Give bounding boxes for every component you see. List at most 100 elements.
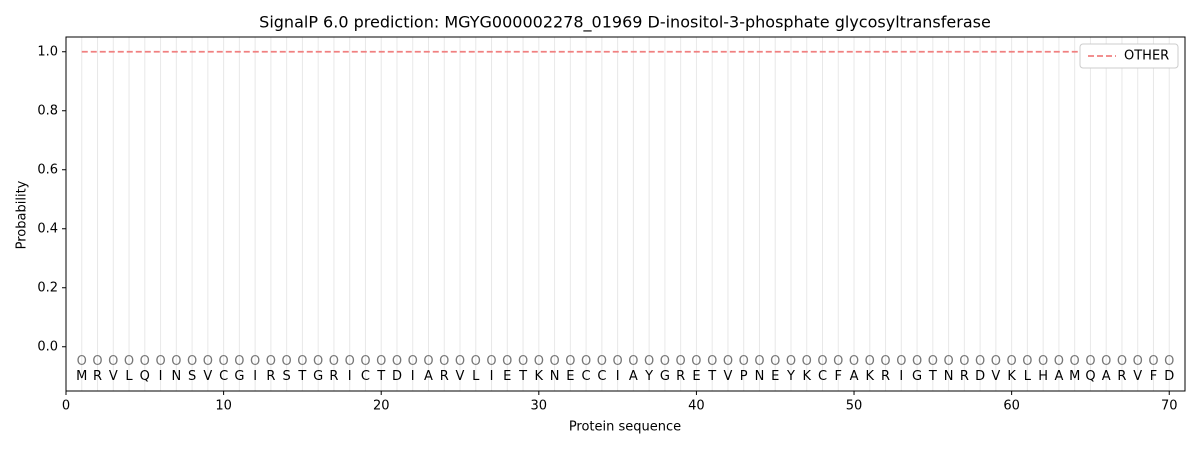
predicted-label: O (770, 354, 780, 369)
residue-label: K (866, 369, 875, 384)
predicted-label: O (928, 354, 938, 369)
predicted-label: O (1038, 354, 1048, 369)
predicted-label: O (802, 354, 812, 369)
residue-label: V (991, 369, 1000, 384)
predicted-label: O (502, 354, 512, 369)
predicted-label: O (250, 354, 260, 369)
predicted-label: O (282, 354, 292, 369)
residue-label: E (503, 369, 511, 384)
predicted-label: O (549, 354, 559, 369)
residue-label: M (1069, 369, 1080, 384)
residue-label: G (313, 369, 323, 384)
y-tick-label: 1.0 (37, 44, 58, 59)
residue-label: G (234, 369, 244, 384)
predicted-label: O (1022, 354, 1032, 369)
plot-frame (65, 36, 1186, 392)
predicted-label: O (77, 354, 87, 369)
x-tick-label: 0 (62, 399, 70, 414)
residue-label: T (928, 369, 937, 384)
predicted-label: O (644, 354, 654, 369)
predicted-label: O (943, 354, 953, 369)
predicted-label: O (392, 354, 402, 369)
predicted-label: O (171, 354, 181, 369)
predicted-label: O (723, 354, 733, 369)
predicted-label: O (849, 354, 859, 369)
predicted-label: O (108, 354, 118, 369)
predicted-label: O (534, 354, 544, 369)
predicted-label: O (471, 354, 481, 369)
residue-label: C (219, 369, 228, 384)
predicted-label: O (1148, 354, 1158, 369)
predicted-label: O (218, 354, 228, 369)
residue-label: R (1117, 369, 1126, 384)
residue-label: I (490, 369, 494, 384)
residue-label: A (424, 369, 433, 384)
predicted-label: O (313, 354, 323, 369)
predicted-label: O (786, 354, 796, 369)
residue-label: A (1102, 369, 1111, 384)
predicted-label: O (613, 354, 623, 369)
predicted-label: O (1164, 354, 1174, 369)
residue-label: S (283, 369, 291, 384)
y-tick-label: 0.0 (37, 339, 58, 354)
residue-label: N (944, 369, 954, 384)
residue-label: N (171, 369, 181, 384)
residue-label: T (297, 369, 306, 384)
x-tick-label: 30 (531, 399, 548, 414)
x-tick-label: 50 (846, 399, 863, 414)
residue-label: E (692, 369, 700, 384)
residue-label: F (835, 369, 842, 384)
residue-label: V (456, 369, 465, 384)
predicted-label: O (1007, 354, 1017, 369)
residue-label: I (411, 369, 415, 384)
predicted-label: O (660, 354, 670, 369)
residue-label: I (253, 369, 257, 384)
residue-label: V (203, 369, 212, 384)
y-tick-label: 0.6 (37, 162, 58, 177)
residue-label: L (125, 369, 133, 384)
residue-label: Y (644, 369, 653, 384)
residue-label: T (518, 369, 527, 384)
residue-label: R (440, 369, 449, 384)
residue-label: V (109, 369, 118, 384)
residue-label: I (159, 369, 163, 384)
predicted-label: O (1085, 354, 1095, 369)
y-tick-label: 0.2 (37, 280, 58, 295)
residue-label: R (960, 369, 969, 384)
residue-label: A (850, 369, 859, 384)
x-tick-label: 10 (215, 399, 232, 414)
predicted-label: O (691, 354, 701, 369)
x-axis-label: Protein sequence (569, 420, 681, 435)
predicted-label: O (266, 354, 276, 369)
predicted-label: O (676, 354, 686, 369)
predicted-label: O (297, 354, 307, 369)
residue-label: C (597, 369, 606, 384)
residue-label: V (1133, 369, 1142, 384)
predicted-label: O (486, 354, 496, 369)
residue-label: V (723, 369, 732, 384)
residue-label: E (771, 369, 779, 384)
predicted-label: O (707, 354, 717, 369)
residue-label: N (755, 369, 765, 384)
predicted-label: O (865, 354, 875, 369)
residue-label: Y (786, 369, 795, 384)
residue-label: F (1150, 369, 1157, 384)
legend-box (1079, 43, 1179, 69)
residue-label: T (376, 369, 385, 384)
predicted-label: O (581, 354, 591, 369)
y-tick-label: 0.4 (37, 221, 58, 236)
residue-label: D (1164, 369, 1174, 384)
predicted-label: O (203, 354, 213, 369)
residue-label: L (1024, 369, 1032, 384)
y-axis-label: Probability (15, 180, 30, 249)
residue-label: E (566, 369, 574, 384)
predicted-label: O (833, 354, 843, 369)
residue-label: D (392, 369, 402, 384)
predicted-label: O (628, 354, 638, 369)
predicted-label: O (975, 354, 985, 369)
residue-label: T (707, 369, 716, 384)
predicted-label: O (880, 354, 890, 369)
residue-label: M (76, 369, 87, 384)
predicted-label: O (376, 354, 386, 369)
